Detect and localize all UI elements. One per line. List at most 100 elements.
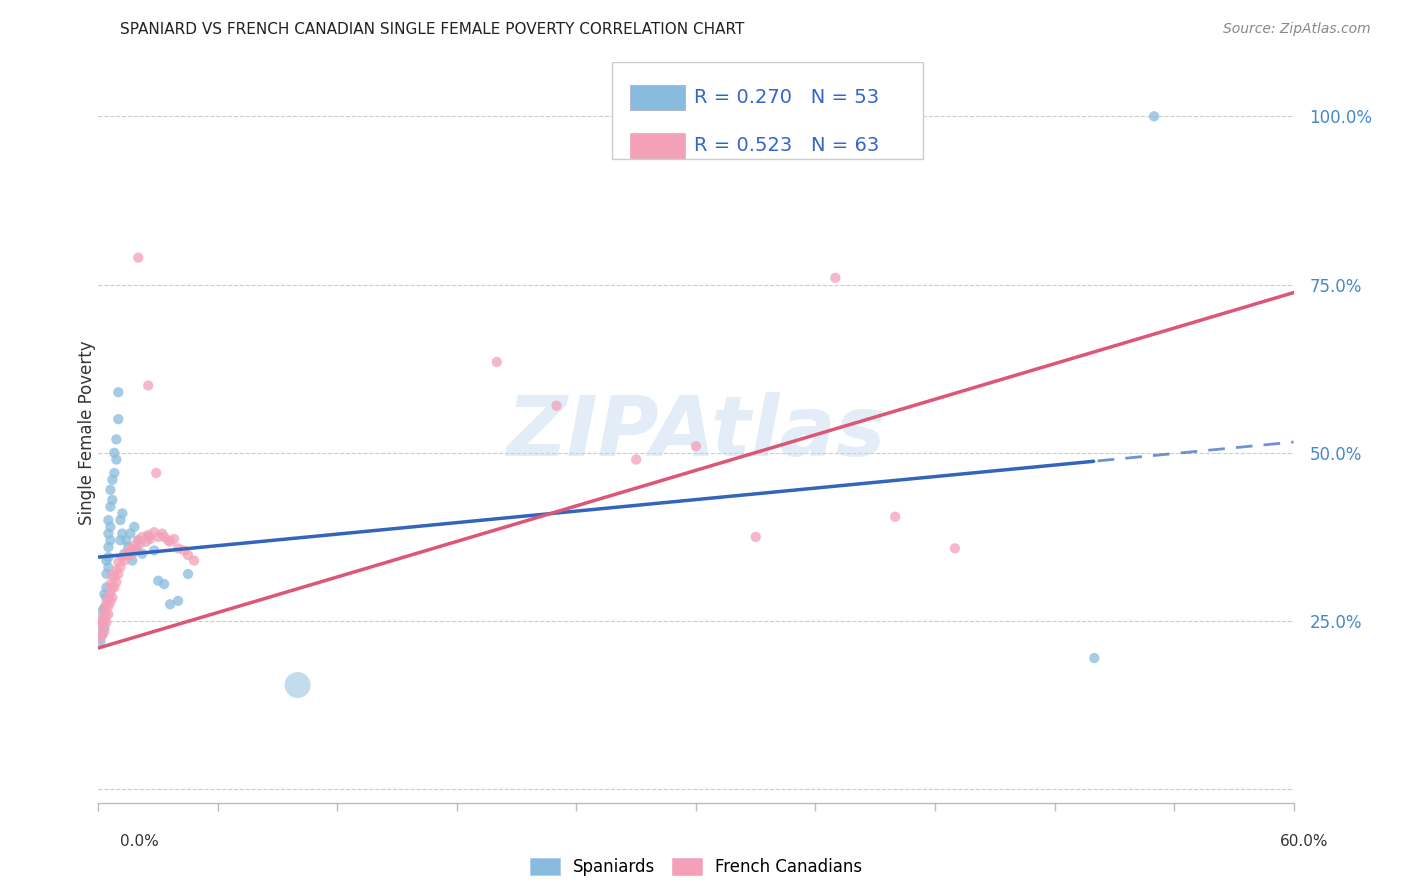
Point [148,574,170,588]
Point [120,541,142,556]
Point [127,533,149,548]
Point [183,553,205,567]
Text: Source: ZipAtlas.com: Source: ZipAtlas.com [1223,22,1371,37]
Point [98,520,122,534]
Point [93,621,115,635]
Text: R = 0.270   N = 53: R = 0.270 N = 53 [693,88,879,107]
Point [1143,109,1166,123]
Point [626,452,648,467]
Point [159,597,181,611]
Point [98,533,122,548]
Point [125,543,148,558]
Point [884,509,907,524]
Point [120,526,142,541]
Y-axis label: Single Female Poverty: Single Female Poverty [79,341,96,524]
Point [136,530,159,544]
Point [110,533,132,548]
Text: 0.0%: 0.0% [120,834,159,849]
Point [103,570,125,584]
Point [97,560,120,574]
Text: SPANIARD VS FRENCH CANADIAN SINGLE FEMALE POVERTY CORRELATION CHART: SPANIARD VS FRENCH CANADIAN SINGLE FEMAL… [120,22,744,37]
Point [89,617,111,632]
Point [167,541,190,556]
Point [96,581,118,595]
Legend: Spaniards, French Canadians: Spaniards, French Canadians [530,858,862,876]
Point [153,530,176,544]
Point [101,568,124,582]
Point [546,399,568,413]
Point [97,550,120,565]
Point [93,602,115,616]
Point [485,355,508,369]
Point [105,564,128,578]
Point [101,591,124,605]
Point [107,555,129,569]
Point [91,604,114,618]
Point [157,533,180,548]
Point [110,560,132,574]
Point [136,378,159,392]
Point [98,483,122,497]
Point [150,526,173,541]
Point [93,624,115,639]
Point [173,543,195,558]
Point [96,595,118,609]
Text: 60.0%: 60.0% [1281,834,1329,849]
Point [745,530,768,544]
Point [143,525,166,540]
Point [91,627,114,641]
Point [117,548,139,562]
Point [148,530,170,544]
Point [96,553,118,567]
Point [111,507,134,521]
Point [91,614,114,628]
Point [145,466,167,480]
Point [98,595,122,609]
Point [97,513,120,527]
Point [97,591,120,605]
Point [107,385,129,400]
Point [97,540,120,554]
Point [97,526,120,541]
Text: R = 0.523   N = 63: R = 0.523 N = 63 [693,136,879,155]
Point [177,566,200,581]
Point [98,577,122,591]
Point [103,581,125,595]
Point [105,452,128,467]
Point [136,528,159,542]
Point [127,251,149,265]
Point [89,634,111,648]
Point [121,553,143,567]
Point [91,615,114,630]
Point [93,613,115,627]
Point [89,624,111,639]
Point [287,678,309,692]
Point [115,533,138,548]
Point [93,587,115,601]
Point [105,433,128,447]
Point [110,513,132,527]
Point [111,550,134,565]
Point [124,520,146,534]
Point [163,532,186,546]
Point [96,591,118,605]
Point [159,534,181,549]
Point [93,600,115,615]
Point [91,611,114,625]
Point [93,611,115,625]
Point [143,543,166,558]
Bar [630,133,685,159]
Bar [630,85,685,111]
Point [121,547,143,561]
Point [115,547,138,561]
Point [131,547,153,561]
Point [107,566,129,581]
Point [824,270,846,285]
Point [97,599,120,614]
Point [96,606,118,620]
Point [124,539,146,553]
Point [125,541,148,556]
Point [153,577,176,591]
Point [129,536,152,550]
Point [101,492,124,507]
